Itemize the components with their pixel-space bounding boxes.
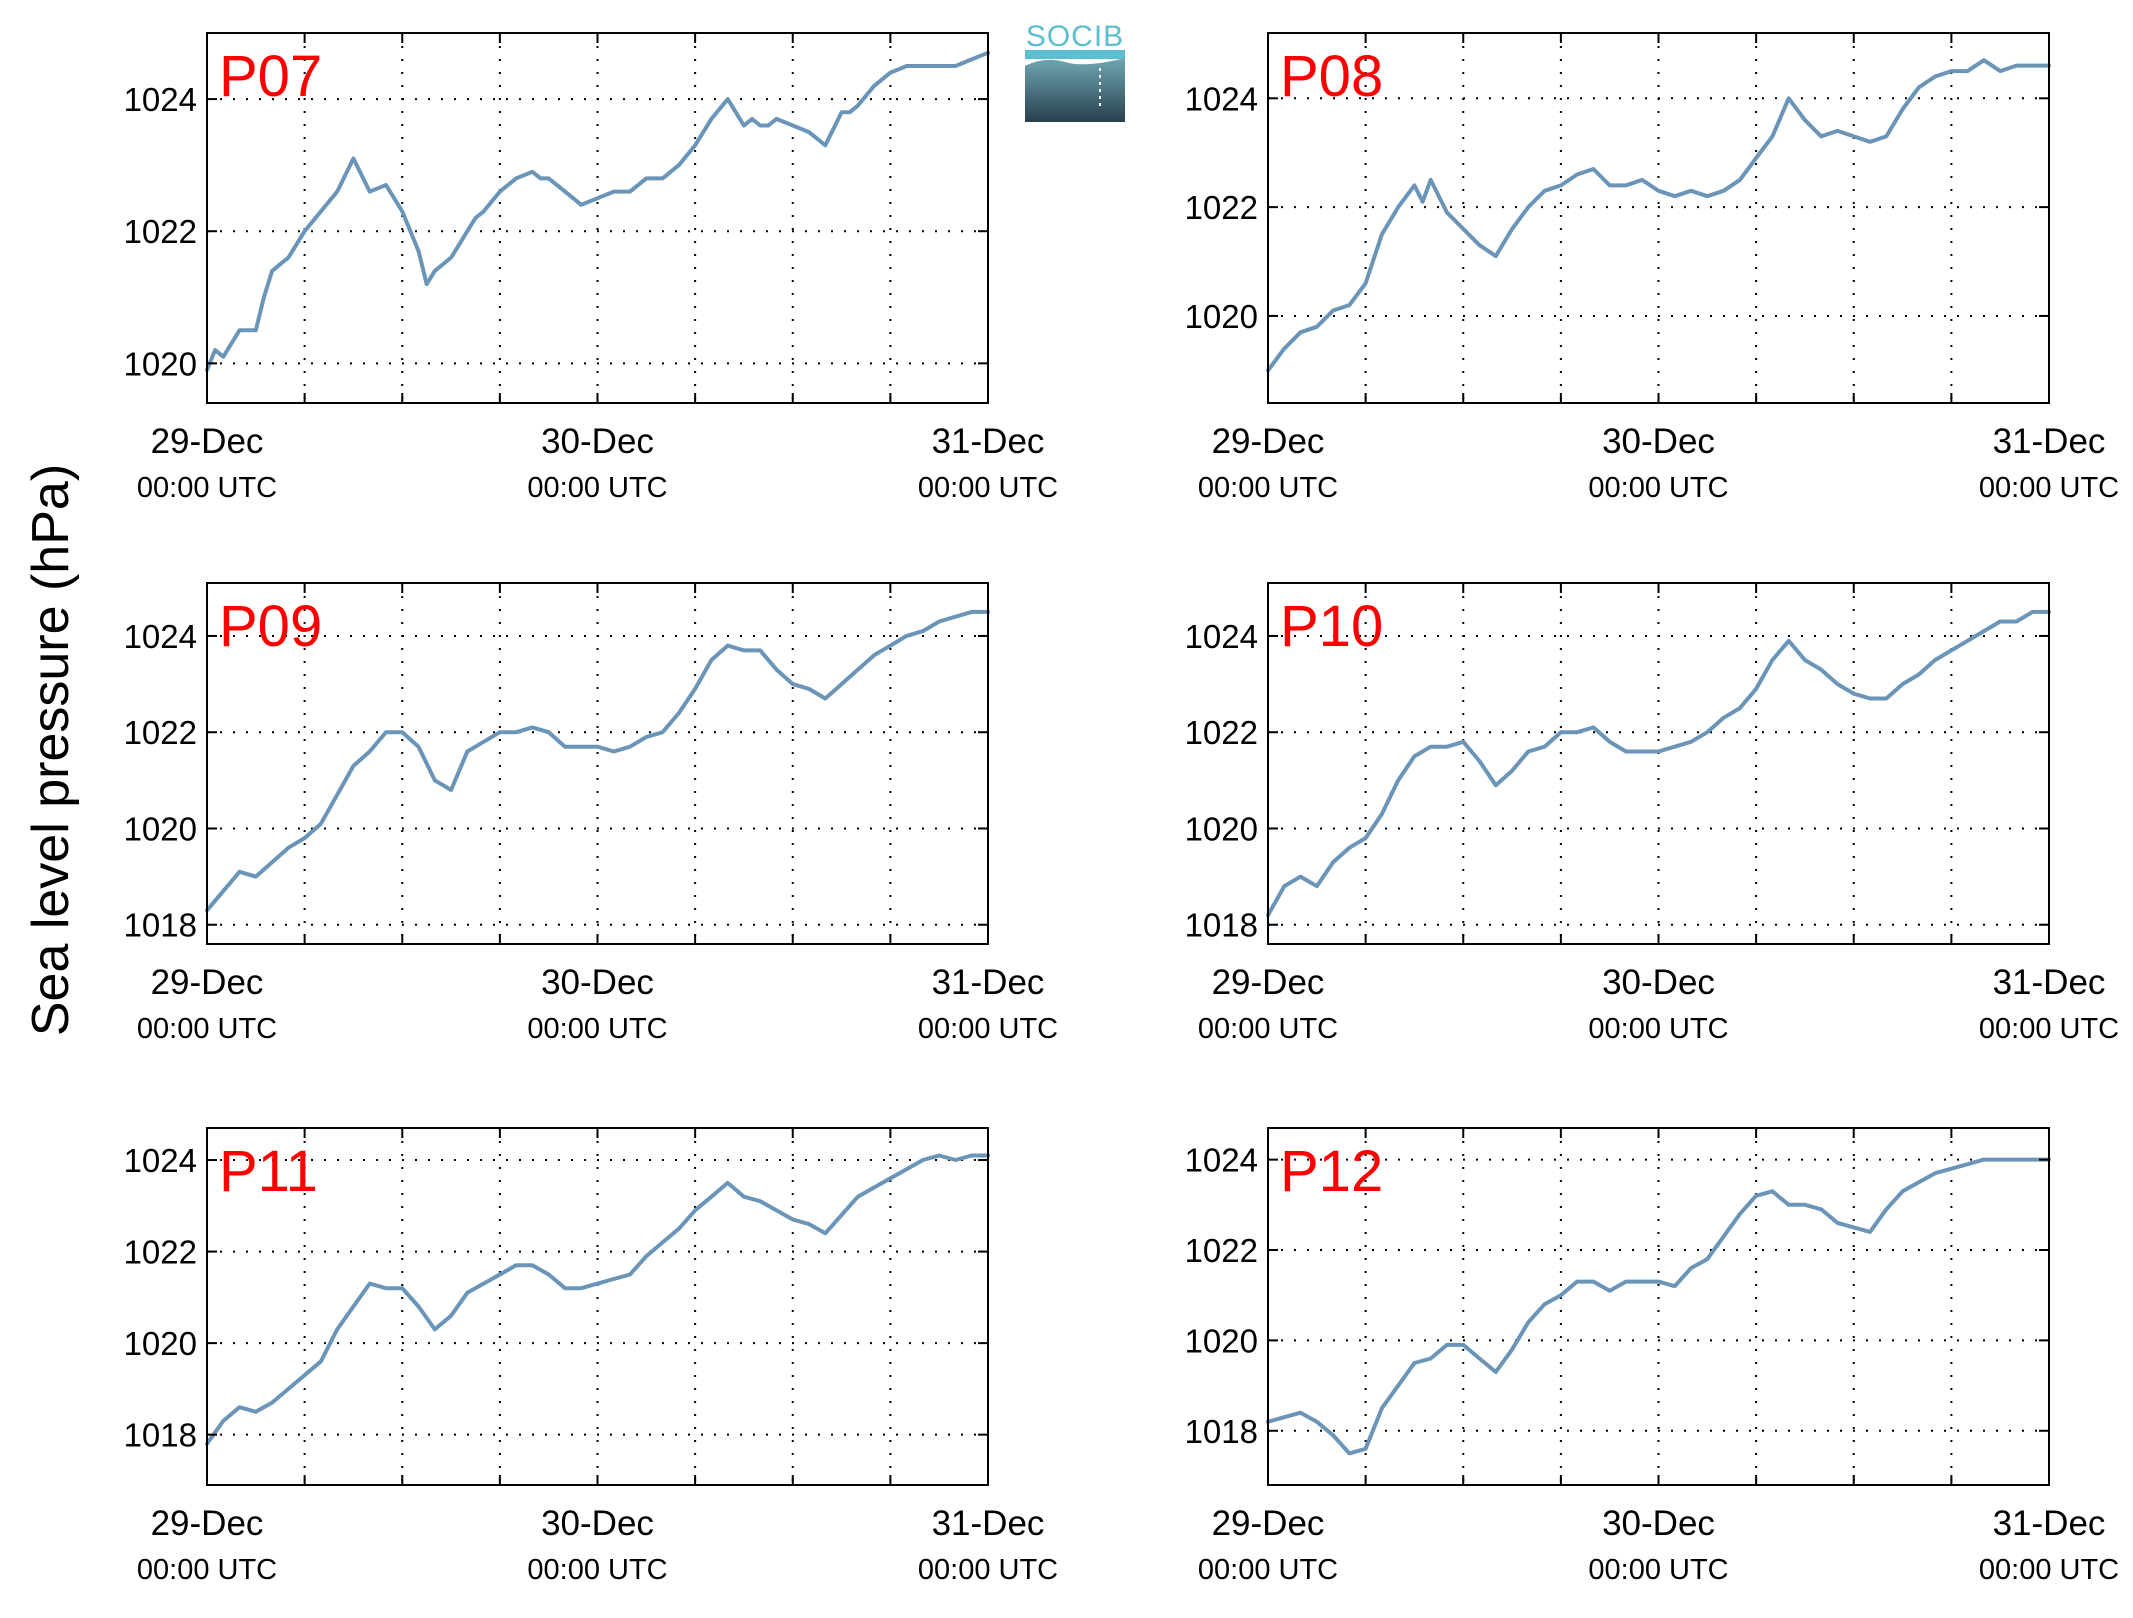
socib-logo: SOCIB bbox=[1025, 20, 1125, 122]
chart-panel-p08: 1020 1022 1024 29-Dec 00:00 UTC 30-Dec 00:00 U… bbox=[1185, 32, 2119, 504]
x-tick-label-day: 30-Dec bbox=[1602, 422, 1715, 461]
y-tick-label: 1024 bbox=[124, 618, 197, 655]
x-tick-label-time: 00:00 UTC bbox=[918, 1554, 1058, 1586]
y-tick-label: 1024 bbox=[1185, 618, 1258, 655]
panel-label: P09 bbox=[219, 594, 322, 659]
plot-frame bbox=[1267, 582, 2050, 945]
x-tick-label-day: 29-Dec bbox=[1212, 963, 1325, 1002]
logo-text: SOCIB bbox=[1026, 20, 1124, 53]
y-tick-label: 1024 bbox=[1185, 1142, 1258, 1179]
x-tick-label-day: 30-Dec bbox=[1602, 963, 1715, 1002]
y-tick-label: 1020 bbox=[1185, 298, 1258, 335]
x-tick-label-time: 00:00 UTC bbox=[918, 1013, 1058, 1045]
y-tick-label: 1022 bbox=[1185, 1232, 1258, 1269]
y-axis-label: Sea level pressure (hPa) bbox=[22, 464, 80, 1036]
pressure-series-line bbox=[205, 609, 990, 913]
chart-panel-p09: 1018 1020 1022 1024 29-Dec 00:00 UTC 30-Dec 00:… bbox=[124, 582, 1058, 1045]
pressure-series-line bbox=[205, 50, 990, 372]
y-tick-label: 1020 bbox=[1185, 1322, 1258, 1359]
x-tick-label-day: 31-Dec bbox=[1993, 1504, 2106, 1543]
x-tick-label-day: 30-Dec bbox=[541, 963, 654, 1002]
x-tick-label-day: 30-Dec bbox=[541, 422, 654, 461]
plot-frame bbox=[206, 582, 989, 945]
y-tick-label: 1024 bbox=[1185, 80, 1258, 117]
x-tick-label-day: 29-Dec bbox=[151, 963, 264, 1002]
pressure-series-line bbox=[1266, 609, 2051, 918]
x-tick-label-time: 00:00 UTC bbox=[527, 1554, 667, 1586]
x-tick-label-time: 00:00 UTC bbox=[1979, 1013, 2119, 1045]
y-tick-label: 1024 bbox=[124, 1142, 197, 1179]
pressure-series-line bbox=[1266, 1157, 2051, 1456]
x-tick-label-time: 00:00 UTC bbox=[1588, 472, 1728, 504]
x-tick-label-time: 00:00 UTC bbox=[137, 1554, 277, 1586]
panel-label: P10 bbox=[1280, 594, 1383, 659]
x-tick-label-day: 31-Dec bbox=[932, 422, 1045, 461]
x-tick-label-day: 31-Dec bbox=[1993, 422, 2106, 461]
chart-panel-p12: 1018 1020 1022 1024 29-Dec 00:00 UTC 30-Dec 00:… bbox=[1185, 1127, 2119, 1586]
chart-panel-p11: 1018 1020 1022 1024 29-Dec 00:00 UTC 30-Dec 00:… bbox=[124, 1127, 1058, 1586]
plot-frame bbox=[1267, 32, 2050, 404]
x-tick-label-time: 00:00 UTC bbox=[137, 472, 277, 504]
y-tick-label: 1020 bbox=[1185, 810, 1258, 847]
x-tick-label-time: 00:00 UTC bbox=[1198, 1554, 1338, 1586]
x-tick-label-day: 30-Dec bbox=[541, 1504, 654, 1543]
x-tick-label-time: 00:00 UTC bbox=[1979, 1554, 2119, 1586]
x-tick-label-day: 29-Dec bbox=[151, 1504, 264, 1543]
x-tick-label-time: 00:00 UTC bbox=[527, 1013, 667, 1045]
pressure-series-line bbox=[205, 1153, 990, 1446]
x-tick-label-day: 30-Dec bbox=[1602, 1504, 1715, 1543]
x-tick-label-day: 31-Dec bbox=[932, 1504, 1045, 1543]
x-tick-label-day: 29-Dec bbox=[1212, 1504, 1325, 1543]
logo-band bbox=[1025, 50, 1125, 59]
y-tick-label: 1020 bbox=[124, 345, 197, 382]
panel-label: P08 bbox=[1280, 44, 1383, 109]
x-tick-label-day: 29-Dec bbox=[1212, 422, 1325, 461]
x-tick-label-day: 29-Dec bbox=[151, 422, 264, 461]
y-tick-label: 1018 bbox=[124, 1417, 197, 1454]
y-tick-label: 1020 bbox=[124, 1325, 197, 1362]
x-tick-label-time: 00:00 UTC bbox=[137, 1013, 277, 1045]
pressure-series-line bbox=[1266, 58, 2051, 373]
logo-wave bbox=[1025, 58, 1125, 122]
y-tick-label: 1018 bbox=[1185, 1413, 1258, 1450]
x-tick-label-day: 31-Dec bbox=[1993, 963, 2106, 1002]
x-tick-label-time: 00:00 UTC bbox=[1198, 472, 1338, 504]
y-tick-label: 1018 bbox=[1185, 907, 1258, 944]
y-tick-label: 1018 bbox=[124, 907, 197, 944]
x-tick-label-day: 31-Dec bbox=[932, 963, 1045, 1002]
y-tick-label: 1022 bbox=[124, 714, 197, 751]
x-tick-label-time: 00:00 UTC bbox=[1588, 1013, 1728, 1045]
chart-panel-p07: 1020 1022 1024 29-Dec 00:00 UTC 30-Dec 00:00 U… bbox=[124, 32, 1058, 504]
y-tick-label: 1022 bbox=[1185, 189, 1258, 226]
y-tick-label: 1022 bbox=[124, 1234, 197, 1271]
chart-panel-p10: 1018 1020 1022 1024 29-Dec 00:00 UTC 30-Dec 00:… bbox=[1185, 582, 2119, 1045]
panel-label: P12 bbox=[1280, 1139, 1383, 1204]
y-tick-label: 1022 bbox=[124, 213, 197, 250]
x-tick-label-time: 00:00 UTC bbox=[1588, 1554, 1728, 1586]
y-tick-label: 1024 bbox=[124, 81, 197, 118]
x-tick-label-time: 00:00 UTC bbox=[918, 472, 1058, 504]
x-tick-label-time: 00:00 UTC bbox=[527, 472, 667, 504]
x-tick-label-time: 00:00 UTC bbox=[1198, 1013, 1338, 1045]
panel-label: P07 bbox=[219, 44, 322, 109]
y-tick-label: 1022 bbox=[1185, 714, 1258, 751]
y-tick-label: 1020 bbox=[124, 810, 197, 847]
panel-label: P11 bbox=[219, 1139, 318, 1204]
x-tick-label-time: 00:00 UTC bbox=[1979, 472, 2119, 504]
